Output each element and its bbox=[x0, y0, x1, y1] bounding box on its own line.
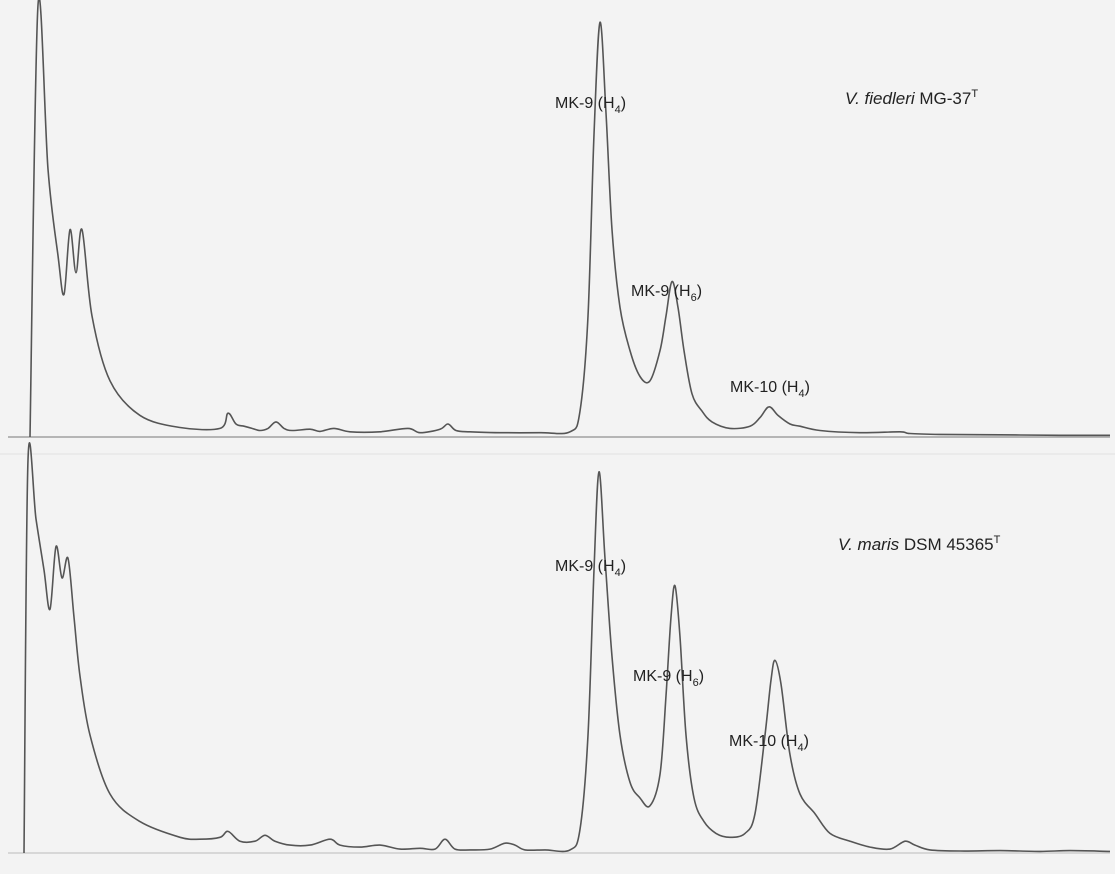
sample-label-fiedleri: V. fiedleri MG-37T bbox=[845, 88, 978, 108]
peak-label-mk10-h4-top: MK-10 (H4) bbox=[730, 379, 810, 400]
chromatogram-panel-top: V. fiedleri MG-37T MK-9 (H4) MK-9 (H6) M… bbox=[8, 0, 1110, 438]
peak-label-mk10-h4-bottom: MK-10 (H4) bbox=[729, 733, 809, 754]
peak-label-mk9-h4-top: MK-9 (H4) bbox=[555, 95, 626, 116]
chromatogram-panel-bottom: V. maris DSM 45365T MK-9 (H4) MK-9 (H6) … bbox=[8, 442, 1111, 854]
trace-line-maris bbox=[23, 442, 1111, 854]
peak-label-mk9-h4-bottom: MK-9 (H4) bbox=[555, 558, 626, 579]
peak-label-mk9-h6-bottom: MK-9 (H6) bbox=[633, 668, 704, 689]
peak-label-mk9-h6-top: MK-9 (H6) bbox=[631, 283, 702, 304]
sample-label-maris: V. maris DSM 45365T bbox=[838, 534, 1001, 554]
trace-line-fiedleri bbox=[29, 0, 1110, 438]
